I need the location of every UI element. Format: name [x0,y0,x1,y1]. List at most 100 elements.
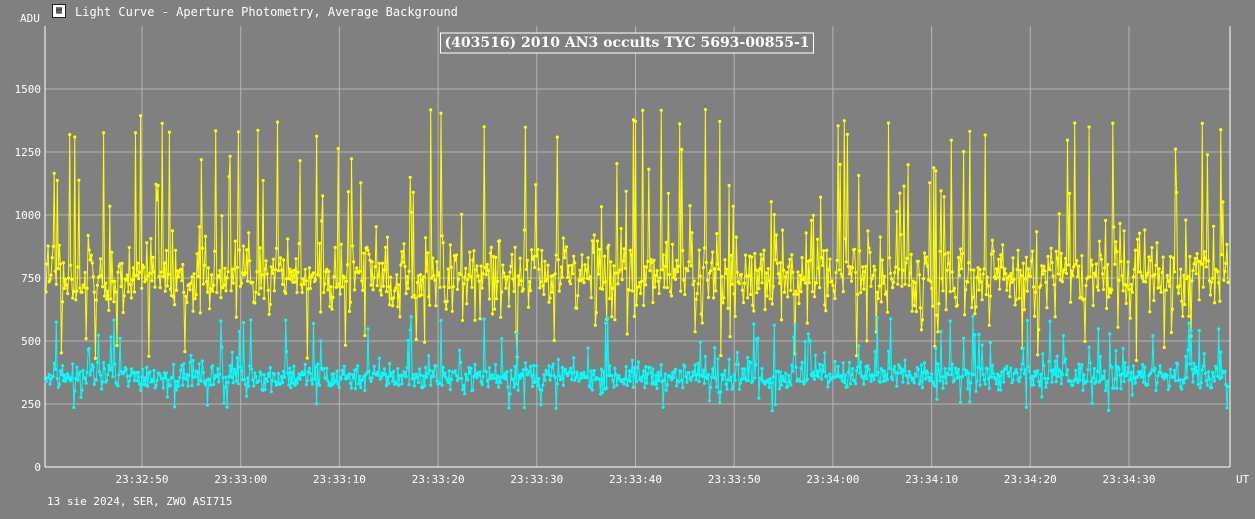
data-point [527,280,532,284]
data-point [753,251,757,256]
data-point [69,379,73,383]
data-point [644,365,648,369]
data-point [472,249,476,253]
data-point [1121,346,1125,351]
data-point [858,371,862,375]
data-point [815,369,820,373]
data-point [225,276,229,280]
data-point [1005,288,1009,292]
data-point [116,384,120,388]
data-point [716,357,720,361]
data-point [512,385,516,389]
data-point [448,388,452,392]
data-point [475,375,479,380]
data-point [113,362,117,366]
data-point [966,280,970,284]
data-point [695,372,699,377]
data-point [165,395,169,399]
data-point [466,277,470,281]
data-point [482,317,486,321]
data-point [572,356,576,360]
data-point [872,264,876,268]
data-point [287,383,291,387]
data-point [140,375,144,379]
data-point [1093,381,1097,385]
series-line [45,316,1229,411]
data-point [1191,380,1195,384]
data-point [325,267,329,271]
data-point [972,268,976,272]
data-point [277,262,282,266]
data-point [849,279,854,283]
data-point [675,258,679,262]
data-point [771,284,775,288]
data-point [405,366,409,370]
data-point [812,377,817,381]
data-point [939,329,943,334]
data-point [300,290,304,294]
data-point [675,384,679,388]
data-point [665,286,669,290]
data-point [562,256,567,260]
data-point [486,269,490,273]
data-point [543,378,547,382]
data-point [787,265,791,269]
data-point [526,305,531,309]
data-point [536,247,540,251]
data-point [893,270,897,275]
data-point [1162,345,1166,350]
data-point [490,373,495,377]
data-point [768,297,772,301]
data-point [1225,406,1229,410]
data-point [136,261,140,265]
data-point [1141,363,1145,367]
data-point [234,315,238,319]
data-point [159,270,163,274]
data-point [1202,352,1206,356]
data-point [678,122,682,126]
data-point [482,125,486,129]
data-point [334,379,338,383]
data-point [833,296,837,301]
data-point [861,265,865,269]
data-point [1140,274,1144,278]
data-point [317,273,321,277]
data-point [903,358,907,362]
data-point [447,369,451,373]
data-point [414,337,418,341]
data-point [645,265,649,269]
data-point [60,300,65,304]
data-point [87,347,91,351]
data-point [228,154,232,158]
data-point [514,382,518,386]
data-point [484,273,488,277]
light-curve-app-icon[interactable]: ▦ [52,4,66,18]
data-point [193,375,197,379]
data-point [617,374,621,378]
data-point [1141,276,1145,280]
data-point [1213,379,1217,383]
data-point [757,287,761,291]
data-point [1164,288,1168,292]
data-point [411,373,415,377]
data-point [823,303,827,307]
data-point [227,175,231,179]
data-point [199,158,203,162]
data-point [988,341,993,345]
data-point [1058,370,1062,374]
data-point [547,300,551,304]
data-point [646,372,650,376]
data-point [699,312,703,316]
data-point [258,246,262,250]
data-point [813,353,818,357]
data-point [919,363,924,367]
data-point [58,262,63,266]
data-point [224,289,228,293]
data-point [410,377,414,381]
data-point [1037,380,1041,384]
data-point [175,288,179,292]
data-point [929,376,933,380]
data-point [1009,366,1013,370]
data-point [679,289,683,293]
data-point [166,272,170,276]
